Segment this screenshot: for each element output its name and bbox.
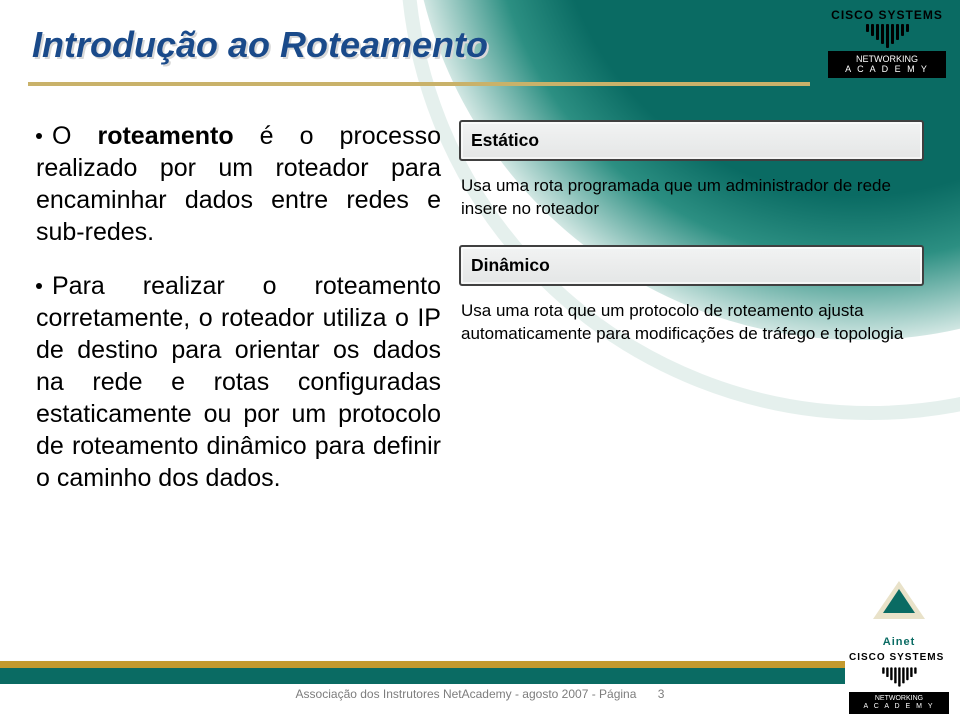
footer-text: Associação dos Instrutores NetAcademy - … bbox=[0, 687, 960, 701]
netacad-s-line2: A C A D E M Y bbox=[853, 703, 945, 711]
logo-top-right: CISCO SYSTEMS NETWORKING A C A D E M Y bbox=[828, 8, 946, 78]
title-underline bbox=[28, 82, 810, 86]
paragraph-1: O roteamento é o processo realizado por … bbox=[36, 120, 441, 248]
slide: CISCO SYSTEMS NETWORKING A C A D E M Y I… bbox=[0, 0, 960, 720]
dynamic-route-desc: Usa uma rota que um protocolo de roteame… bbox=[459, 300, 924, 370]
page-number: 3 bbox=[658, 687, 665, 701]
dynamic-route-label: Dinâmico bbox=[471, 255, 550, 275]
p1-bold: roteamento bbox=[97, 122, 233, 150]
networking-academy-label-small: NETWORKING A C A D E M Y bbox=[849, 692, 949, 714]
static-route-label-box: Estático bbox=[459, 120, 924, 161]
static-route-desc: Usa uma rota programada que um administr… bbox=[459, 175, 924, 245]
netacad-s-line1: NETWORKING bbox=[853, 695, 945, 703]
cisco-bridge-icon bbox=[866, 24, 909, 48]
p2-text: Para realizar o roteamento corretamente,… bbox=[36, 272, 441, 492]
footer-gold-bar bbox=[0, 661, 845, 668]
body-row: O roteamento é o processo realizado por … bbox=[36, 120, 924, 494]
col-right: Estático Usa uma rota programada que um … bbox=[459, 120, 924, 494]
dynamic-route-label-box: Dinâmico bbox=[459, 245, 924, 286]
slide-title: Introdução ao Roteamento bbox=[32, 24, 488, 66]
networking-academy-label: NETWORKING A C A D E M Y bbox=[828, 51, 946, 78]
bullet-icon bbox=[36, 283, 42, 289]
footer-teal-bar bbox=[0, 668, 845, 684]
ainet-icon bbox=[871, 577, 927, 633]
logo-bottom-right: Ainet CISCO SYSTEMS NETWORKING A C A D E… bbox=[844, 577, 954, 714]
cisco-systems-label-small: CISCO SYSTEMS bbox=[849, 652, 949, 663]
ainet-triangle-inner bbox=[883, 589, 915, 613]
netacad-line1: NETWORKING bbox=[832, 54, 942, 64]
netacad-line2: A C A D E M Y bbox=[832, 64, 942, 74]
static-route-label: Estático bbox=[471, 130, 539, 150]
cisco-bridge-icon-small bbox=[859, 667, 939, 686]
cisco-systems-label: CISCO SYSTEMS bbox=[831, 8, 943, 22]
bullet-icon bbox=[36, 133, 42, 139]
col-left: O roteamento é o processo realizado por … bbox=[36, 120, 441, 494]
ainet-label: Ainet bbox=[883, 636, 916, 648]
title-wrap: Introdução ao Roteamento bbox=[32, 24, 488, 66]
footer-label: Associação dos Instrutores NetAcademy - … bbox=[296, 687, 637, 701]
cisco-small-block: CISCO SYSTEMS NETWORKING A C A D E M Y bbox=[849, 652, 949, 714]
paragraph-2: Para realizar o roteamento corretamente,… bbox=[36, 270, 441, 494]
p1-pre: O bbox=[52, 122, 97, 150]
